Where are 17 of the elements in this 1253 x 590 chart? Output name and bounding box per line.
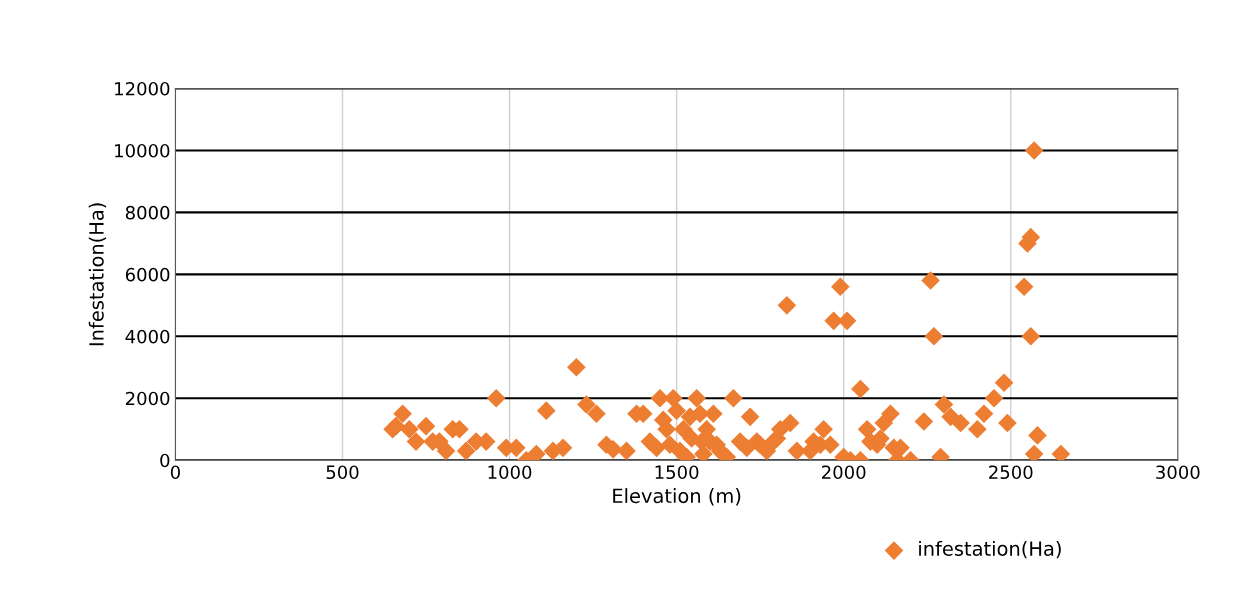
legend-label: infestation(Ha): [919, 540, 1061, 559]
y-tick-label: 12000: [115, 81, 170, 96]
y-tick-label: 4000: [125, 329, 170, 344]
x-tick-label: 1000: [488, 465, 532, 480]
x-tick-label: 2000: [822, 465, 866, 480]
y-axis-title: Infestation(Ha): [88, 203, 107, 346]
y-tick-label: 6000: [125, 267, 170, 282]
x-tick-label: 2500: [989, 465, 1033, 480]
x-tick-label: 1500: [655, 465, 699, 480]
x-tick-label: 500: [326, 465, 359, 480]
y-tick-label: 8000: [125, 205, 170, 220]
y-tick-label: 10000: [115, 143, 170, 158]
y-tick-label: 2000: [125, 391, 170, 406]
x-tick-label: 0: [170, 465, 180, 480]
x-tick-label: 3000: [1156, 465, 1200, 480]
y-tick-label: 0: [160, 453, 170, 468]
x-axis-title: Elevation (m): [613, 488, 741, 506]
